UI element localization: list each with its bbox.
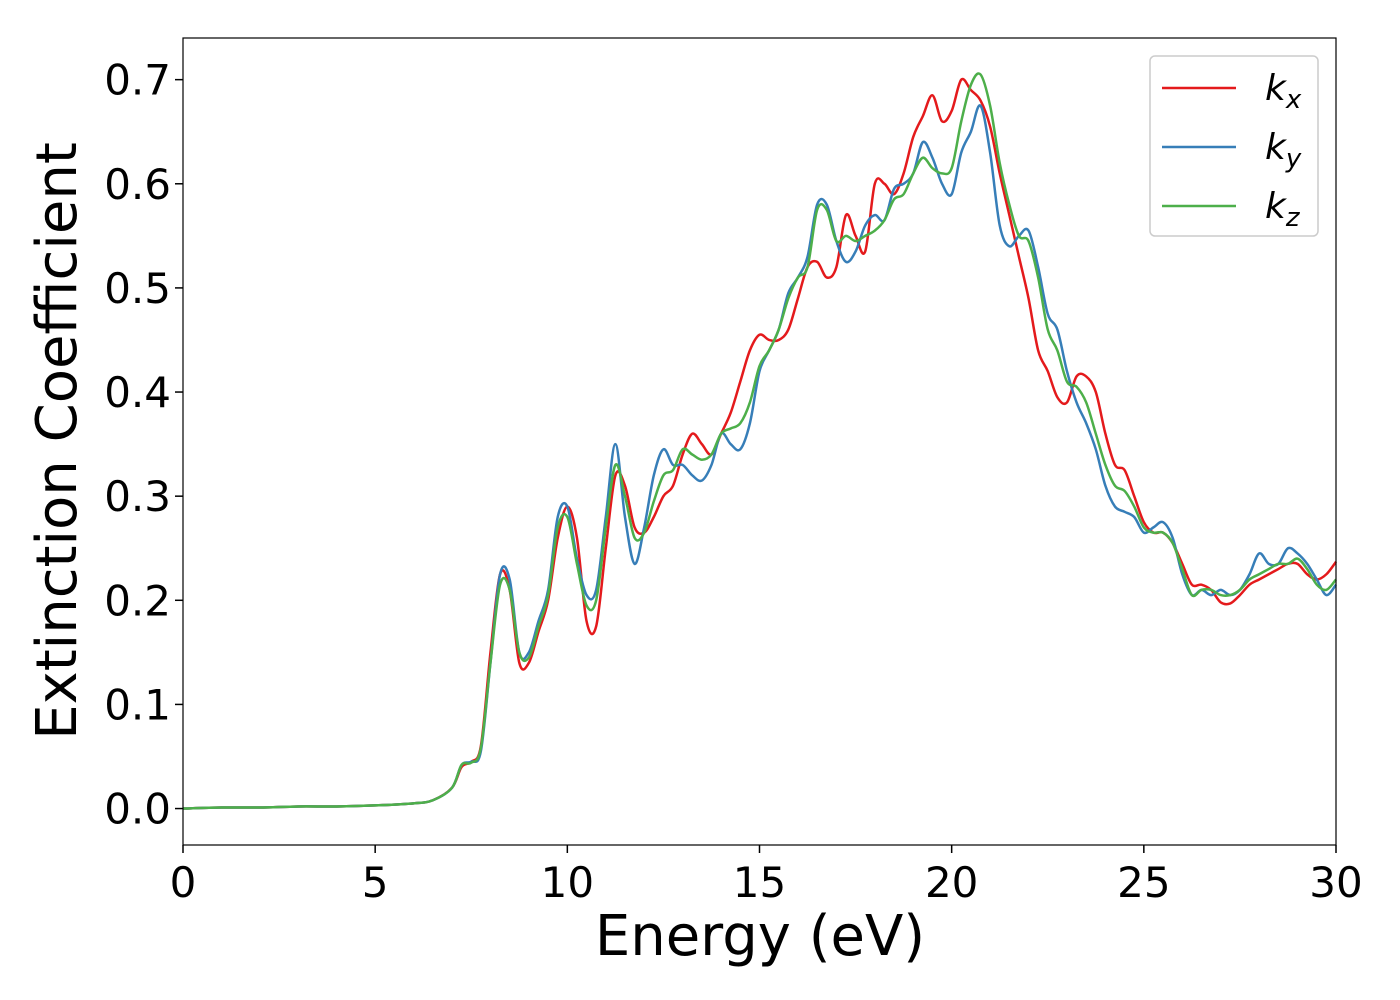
legend-label: kz [1265, 186, 1301, 233]
y-tick-label: 0.7 [104, 56, 171, 105]
x-tick-label: 20 [925, 858, 978, 907]
legend: kx ky kz [1149, 55, 1319, 237]
y-tick-label: 0.5 [104, 264, 171, 313]
y-tick-label: 0.0 [104, 785, 171, 834]
y-tick-label: 0.1 [104, 680, 171, 729]
y-tick-label: 0.3 [104, 472, 171, 521]
data-line [182, 72, 1337, 810]
x-tick-label: 5 [362, 858, 389, 907]
plot-frame [182, 37, 1337, 846]
y-tick-label: 0.4 [104, 368, 171, 417]
x-tick-label: 25 [1117, 858, 1170, 907]
data-line [182, 104, 1337, 810]
y-axis-label: Extinction Coefficient [25, 142, 90, 740]
legend-label: kx [1265, 68, 1302, 115]
x-axis-label: Energy (eV) [595, 904, 925, 969]
y-tick-label: 0.6 [104, 160, 171, 209]
x-tick-label: 15 [733, 858, 786, 907]
x-tick-label: 10 [541, 858, 594, 907]
x-tick-label: 30 [1309, 858, 1362, 907]
legend-label: ky [1265, 127, 1302, 174]
x-tick-label: 0 [170, 858, 197, 907]
y-tick-label: 0.2 [104, 576, 171, 625]
